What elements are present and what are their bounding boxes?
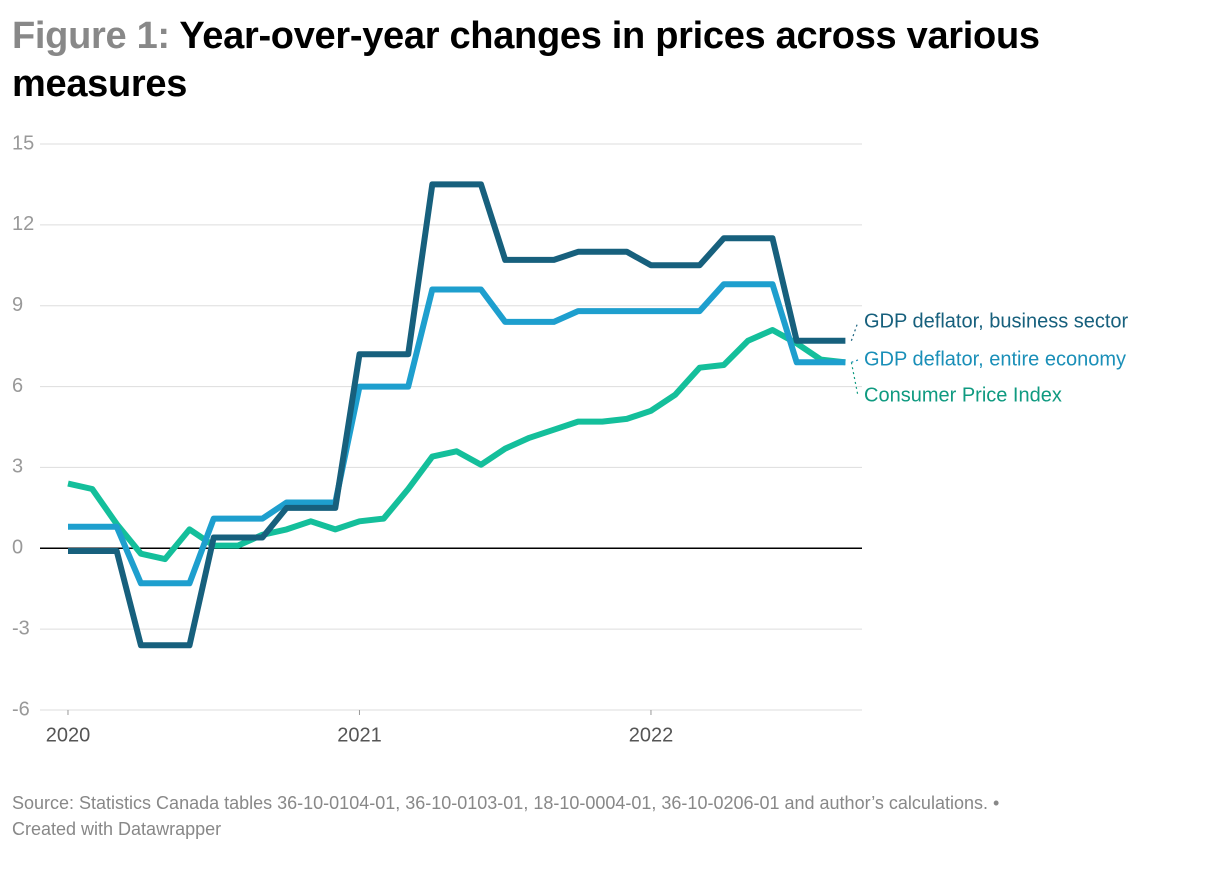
y-tick-label: 0 — [12, 537, 23, 559]
label-leader — [850, 362, 859, 397]
y-tick-label: 12 — [12, 213, 34, 235]
series-line — [68, 181, 846, 649]
y-tick-label: 15 — [12, 132, 34, 154]
footer: Source: Statistics Canada tables 36-10-0… — [12, 790, 1212, 842]
y-tick-label: -6 — [12, 698, 30, 720]
title-text: Year-over-year changes in prices across … — [12, 15, 1040, 105]
x-tick-label: 2020 — [46, 724, 91, 746]
series-label: GDP deflator, business sector — [864, 310, 1129, 332]
figure-label: Figure 1: — [12, 15, 170, 57]
label-leader — [850, 321, 859, 341]
x-tick-label: 2021 — [337, 724, 382, 746]
y-tick-label: 6 — [12, 375, 23, 397]
credit: Created with Datawrapper — [12, 819, 222, 839]
source: Source: Statistics Canada tables 36-10-0… — [12, 793, 1000, 813]
series-line — [68, 281, 846, 587]
y-tick-label: 9 — [12, 294, 23, 316]
chart-title: Figure 1: Year-over-year changes in pric… — [12, 12, 1208, 108]
series-label: Consumer Price Index — [864, 384, 1062, 406]
x-tick-label: 2022 — [629, 724, 674, 746]
series-label: GDP deflator, entire economy — [864, 348, 1126, 370]
label-leader — [851, 359, 859, 363]
y-tick-label: -3 — [12, 617, 30, 639]
y-tick-label: 3 — [12, 456, 23, 478]
series-line — [67, 327, 846, 563]
